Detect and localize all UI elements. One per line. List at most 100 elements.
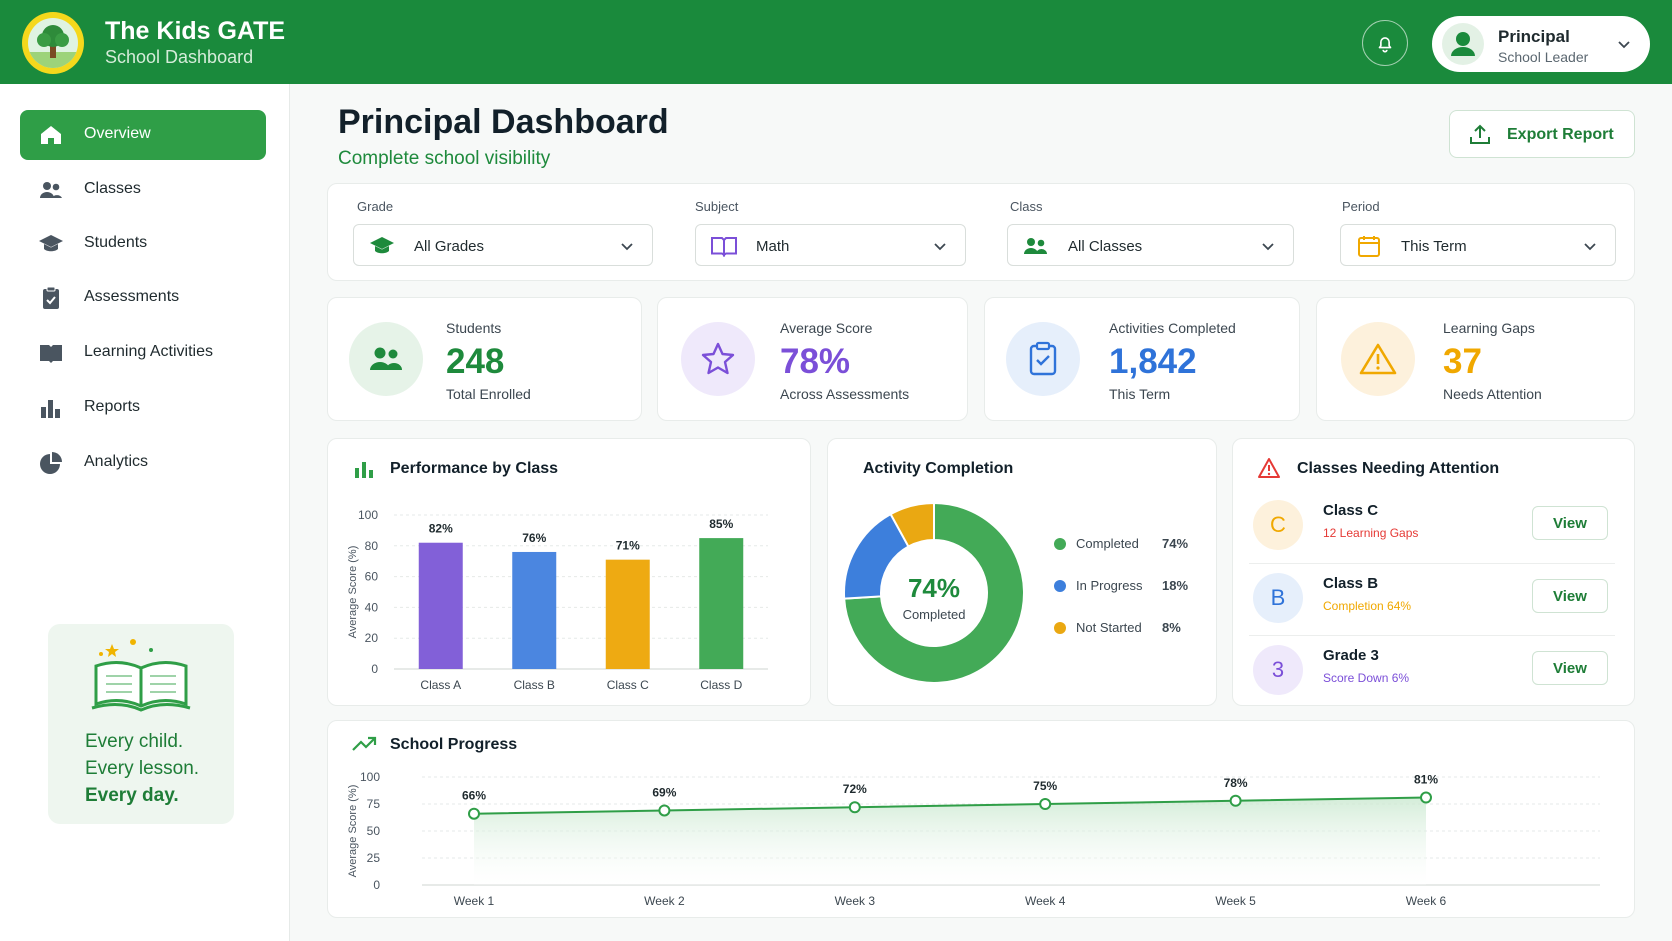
- bar: [512, 551, 557, 669]
- clipboard-icon: [43, 286, 59, 309]
- subject-select[interactable]: Math: [695, 224, 966, 266]
- y-tick-label: 40: [365, 600, 379, 614]
- bar: [699, 538, 744, 669]
- sidebar-item-learning-activities[interactable]: Learning Activities: [20, 328, 266, 378]
- export-report-button[interactable]: Export Report: [1449, 110, 1635, 158]
- bar-value-label: 82%: [429, 522, 453, 536]
- sidebar-item-label: Reports: [84, 398, 141, 415]
- user-menu[interactable]: Principal School Leader: [1432, 16, 1650, 72]
- notifications-button[interactable]: [1362, 20, 1408, 66]
- user-icon: [1451, 32, 1475, 56]
- book-icon: [711, 237, 737, 257]
- grade-select-value: All Grades: [414, 238, 485, 255]
- sidebar-item-classes[interactable]: Classes: [20, 165, 266, 215]
- calendar-icon: [1358, 236, 1380, 257]
- stat-subtext: Across Assessments: [780, 386, 910, 402]
- legend-value: 8%: [1162, 620, 1181, 635]
- sidebar-item-reports[interactable]: Reports: [20, 383, 266, 433]
- stat-value: 248: [446, 342, 505, 381]
- y-tick-label: 100: [360, 770, 380, 784]
- subject-select-value: Math: [756, 238, 790, 255]
- export-report-label: Export Report: [1507, 126, 1614, 143]
- sidebar-item-students[interactable]: Students: [20, 219, 266, 269]
- promo-line: Every day.: [85, 785, 179, 806]
- stat-label: Learning Gaps: [1443, 320, 1535, 336]
- x-tick-label: Class D: [700, 678, 742, 692]
- grade-select[interactable]: All Grades: [353, 224, 653, 266]
- attention-item-name: Class C: [1323, 502, 1379, 519]
- attention-item-note: 12 Learning Gaps: [1323, 526, 1419, 540]
- series-line: [473, 796, 1427, 815]
- open-book-icon: [91, 639, 191, 712]
- chevron-down-icon: [621, 243, 633, 251]
- x-tick-label: Week 5: [1215, 894, 1256, 908]
- period-select-value: This Term: [1401, 238, 1467, 255]
- pie-chart-icon: [40, 452, 62, 474]
- view-class-b-button[interactable]: View: [1532, 579, 1608, 613]
- promo-line: Every lesson.: [85, 758, 200, 779]
- y-tick-label: 50: [367, 824, 381, 838]
- bell-icon: [1378, 37, 1392, 53]
- clipboard-check-icon: [1029, 341, 1057, 376]
- students-icon-circle: [349, 322, 423, 396]
- class-badge: C: [1253, 500, 1303, 550]
- y-axis-label: Average Score (%): [347, 546, 359, 639]
- page-subtitle: Complete school visibility: [338, 148, 551, 169]
- period-select[interactable]: This Term: [1340, 224, 1616, 266]
- stat-card-average-score: Average Score 78% Across Assessments: [657, 297, 968, 421]
- app-title: The Kids GATE: [105, 17, 286, 45]
- stat-subtext: This Term: [1109, 386, 1171, 402]
- attention-item-grade-3: 3 Grade 3 Score Down 6% View: [1249, 639, 1615, 705]
- attention-item-name: Grade 3: [1323, 647, 1379, 664]
- y-axis-label: Average Score (%): [347, 785, 359, 878]
- attention-item-class-c: C Class C 12 Learning Gaps View: [1249, 494, 1615, 560]
- alert-icon: [1258, 458, 1280, 478]
- bar: [418, 542, 463, 669]
- legend-label: Completed: [1076, 536, 1139, 551]
- sidebar-item-analytics[interactable]: Analytics: [20, 438, 266, 488]
- stat-value: 1,842: [1109, 342, 1197, 381]
- legend-label: Not Started: [1076, 620, 1142, 635]
- y-tick-label: 25: [367, 851, 381, 865]
- bar-chart-icon: [41, 400, 60, 418]
- performance-card: Performance by Class 0 20 40 60 80 100 Average…: [327, 438, 811, 706]
- chevron-down-icon: [1262, 243, 1274, 251]
- sidebar-item-overview[interactable]: Overview: [20, 110, 266, 160]
- bar-value-label: 76%: [522, 531, 546, 545]
- data-point: [848, 801, 861, 814]
- bar-value-label: 71%: [616, 539, 640, 553]
- attention-item-class-b: B Class B Completion 64% View: [1249, 567, 1615, 633]
- attention-title: Classes Needing Attention: [1297, 460, 1500, 477]
- activities-icon-circle: [1006, 322, 1080, 396]
- gaps-icon-circle: [1341, 322, 1415, 396]
- attention-item-note: Score Down 6%: [1323, 671, 1410, 685]
- y-tick-label: 0: [371, 662, 378, 676]
- user-role: School Leader: [1498, 49, 1589, 65]
- donut-slice: [843, 501, 1025, 684]
- data-point: [1039, 798, 1052, 810]
- legend-item-in-progress: In Progress 18%: [1052, 575, 1192, 595]
- app-logo[interactable]: [22, 12, 84, 74]
- app-subtitle: School Dashboard: [105, 47, 254, 67]
- stat-card-learning-gaps: Learning Gaps 37 Needs Attention: [1316, 297, 1635, 421]
- view-grade-3-button[interactable]: View: [1532, 651, 1608, 685]
- divider: [1249, 563, 1615, 564]
- sidebar-item-assessments[interactable]: Assessments: [20, 273, 266, 323]
- graduation-cap-icon: [39, 235, 63, 252]
- class-select[interactable]: All Classes: [1007, 224, 1294, 266]
- x-tick-label: Week 4: [1025, 894, 1066, 908]
- stat-subtext: Needs Attention: [1443, 386, 1542, 402]
- data-point: [658, 804, 671, 817]
- attention-item-name: Class B: [1323, 575, 1379, 592]
- page-title: Principal Dashboard: [338, 103, 669, 141]
- y-tick-label: 100: [358, 508, 378, 522]
- bar-chart-icon: [355, 462, 373, 478]
- view-class-c-button[interactable]: View: [1532, 506, 1608, 540]
- tree-icon: [28, 25, 78, 68]
- stat-card-students: Students 248 Total Enrolled: [327, 297, 642, 421]
- score-icon-circle: [681, 322, 755, 396]
- school-progress-card: School Progress 0 25 50 75 100 Average Score …: [327, 720, 1635, 918]
- x-tick-label: Class C: [607, 678, 649, 692]
- legend-item-not-started: Not Started 8%: [1052, 617, 1192, 637]
- divider: [1249, 635, 1615, 636]
